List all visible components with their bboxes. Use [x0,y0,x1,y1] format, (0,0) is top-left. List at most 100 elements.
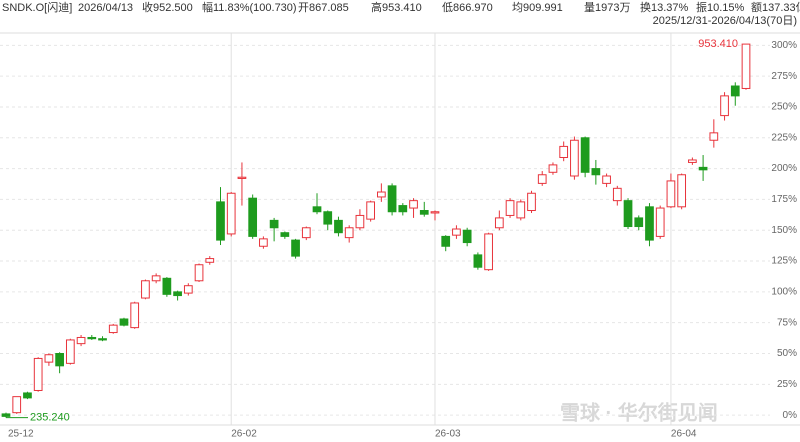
candle-body [720,95,729,117]
candle-body [570,139,579,177]
candle-body [387,185,397,213]
header: SNDK.O[闪迪] 2026/04/13 收952.500 幅11.83%(1… [2,0,800,27]
candle-body [559,145,569,159]
candle-body [141,280,150,299]
date: 2026/04/13 [78,2,133,14]
candle-body [377,191,386,198]
subtitle: 2025/12/31-2026/04/13(70日) [653,15,797,27]
candle-body [537,174,547,184]
candle-body [23,392,32,399]
candle-body [301,227,311,239]
candle-body [473,254,483,268]
candle-body [108,324,118,334]
candle-body [259,238,268,247]
candle-body [162,277,172,295]
candle-body [216,201,225,241]
y-tick-label: 0% [783,410,798,421]
candle-body [173,291,182,297]
candle-body [527,192,536,212]
y-tick-label: 150% [771,225,797,236]
candle-body [151,275,161,282]
candle-body [205,258,215,263]
amplitude-stat: 振10.15% [696,0,745,14]
candle-body [269,219,279,229]
y-tick-label: 250% [771,102,797,113]
candle-body [677,174,687,208]
candle-body [709,132,719,141]
amount-stat: 额137.33亿 [751,1,800,14]
candle-body [452,228,461,236]
candle-body [419,210,429,215]
candle-body [33,357,43,391]
candle-body [226,192,236,235]
candle-body [12,396,22,414]
low-annotation: 235.240 [30,412,70,424]
y-tick-label: 75% [777,317,797,328]
candle-body [55,353,64,367]
y-tick-label: 100% [771,287,797,298]
y-tick-label: 225% [771,132,797,143]
candle-body [87,336,97,340]
candle-body [741,43,751,89]
x-tick-label: 26-04 [671,429,697,440]
candle-body [409,200,418,209]
candle-body [119,318,129,326]
ticker: SNDK.O[闪迪] [2,0,72,14]
candle-body [580,137,590,173]
y-tick-label: 25% [777,379,797,390]
candle-body [666,180,676,208]
candle-body [44,354,54,363]
candle-body [194,264,204,282]
y-tick-label: 200% [771,163,797,174]
watermark: 雪球 · 华尔街见闻 [560,400,718,424]
x-tick-label: 26-03 [435,429,461,440]
turnover-stat: 换13.37% [640,0,689,14]
change-stat: 幅11.83%(100.730) [202,1,297,14]
candle-body [494,217,504,229]
x-tick-label: 26-02 [231,429,257,440]
candle-body [130,302,140,329]
close-stat: 收952.500 [142,0,193,14]
candle-body [183,285,193,294]
candle-body [398,205,408,213]
candle-body [634,217,644,228]
candle-body [462,229,472,244]
candle-body [430,211,440,214]
candle-body [323,211,333,225]
candle-body [612,187,622,202]
candle-body [645,206,654,241]
open-stat: 开867.085 [298,2,349,14]
candle-body [237,176,247,179]
high-annotation: 953.410 [698,38,738,50]
y-tick-label: 275% [771,71,797,82]
candle-body [65,339,75,364]
candle-body [441,235,451,247]
candle-body [698,166,708,171]
avg-stat: 均909.991 [512,1,563,14]
candle-body [76,336,86,345]
candle-body [98,338,107,341]
high-stat: 高953.410 [371,0,422,14]
candle-body [312,206,322,213]
y-tick-label: 125% [771,256,797,267]
y-tick-label: 300% [771,40,797,51]
y-tick-label: 50% [777,348,797,359]
candle-body [280,232,290,237]
low-stat: 低866.970 [442,1,493,14]
candle-body [730,85,740,97]
candle-body [548,164,558,173]
candle-body [291,239,300,257]
candle-body [366,201,375,220]
candle-body [591,168,601,176]
candle-body [623,200,633,228]
x-tick-label: 25-12 [8,429,34,440]
candle-body [655,207,665,237]
candle-body [484,233,493,271]
candle-body [334,219,343,234]
candle-body [1,413,11,417]
candle-body [516,201,526,219]
y-tick-label: 175% [771,194,797,205]
candle-body [688,159,697,163]
candle-body [248,197,258,237]
